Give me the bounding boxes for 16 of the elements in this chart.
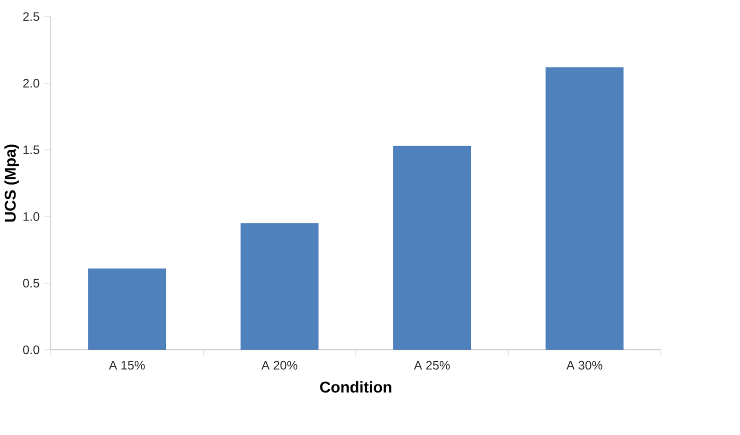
y-axis-title: UCS (Mpa) [4, 144, 19, 222]
y-tick-label: 0.0 [23, 346, 40, 354]
bar [393, 146, 472, 350]
y-tick-label: 1.0 [24, 212, 40, 222]
x-axis-title: Condition [320, 381, 392, 393]
bar [88, 268, 166, 350]
bar [546, 67, 624, 350]
x-tick-label: A 15% [108, 361, 145, 370]
y-tick-label: 2.0 [23, 79, 40, 88]
x-tick-label: A 20% [261, 361, 298, 370]
y-tick-label: 2.5 [23, 12, 40, 22]
bar [240, 223, 319, 350]
x-tick-label: A 25% [414, 361, 450, 370]
y-tick-label: 1.5 [24, 146, 40, 154]
x-tick-label: A 30% [566, 361, 602, 370]
y-tick-label: 0.5 [23, 279, 40, 288]
